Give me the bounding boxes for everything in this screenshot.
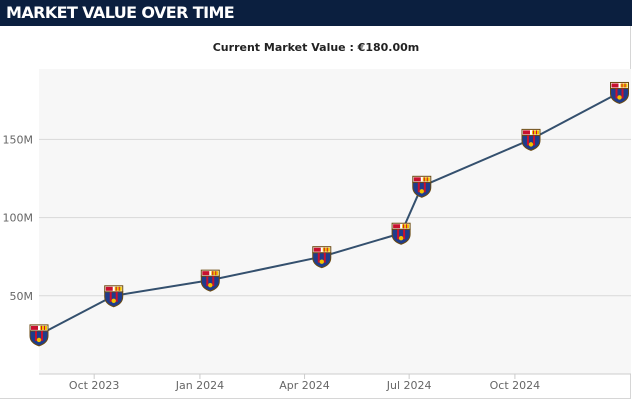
crest-stripe	[212, 276, 215, 287]
crest-ball	[36, 337, 42, 343]
x-tick-label: Jul 2024	[386, 379, 432, 392]
club-crest-icon	[200, 269, 220, 292]
x-tick-label: Jan 2024	[175, 379, 224, 392]
crest-stripe	[44, 325, 45, 330]
crest-flag	[620, 83, 628, 88]
crest-stripe	[323, 247, 325, 252]
crest-ball	[111, 298, 116, 303]
club-crest-icon	[521, 128, 541, 151]
crest-cross	[393, 224, 401, 229]
crest-stripe	[423, 177, 425, 182]
crest-ball	[419, 189, 424, 194]
crest-stripe	[118, 286, 120, 291]
crest-top	[521, 128, 541, 136]
section-header: MARKET VALUE OVER TIME	[0, 0, 632, 26]
crest-stripe	[423, 182, 426, 193]
crest-stripe	[317, 252, 320, 263]
crest-stripe	[406, 224, 408, 229]
crest-top	[610, 81, 630, 89]
crest-cross	[105, 286, 113, 291]
crest-stripe	[326, 247, 328, 252]
crest-stripe	[621, 88, 624, 99]
crest-flag	[40, 325, 47, 330]
crest-ball	[208, 282, 213, 288]
crest-stripe	[621, 83, 623, 88]
crest-stripe	[397, 229, 400, 240]
crest-flag	[114, 286, 122, 291]
crest-stripe	[323, 252, 326, 263]
club-crest-icon	[412, 175, 432, 198]
crest-stripe	[426, 177, 428, 182]
x-tick-label: Oct 2023	[69, 379, 120, 392]
crest-flag	[422, 177, 430, 182]
crest-top	[391, 222, 411, 230]
crest-stripe	[215, 271, 217, 276]
club-crest-icon	[29, 324, 49, 347]
x-tick-label: Apr 2024	[279, 379, 330, 392]
crest-top	[312, 246, 332, 254]
crest-stripe	[624, 83, 626, 88]
crest-ball	[617, 95, 622, 100]
crest-ball	[528, 142, 534, 147]
crest-stripe	[35, 330, 37, 341]
section-title: MARKET VALUE OVER TIME	[6, 3, 235, 22]
crest-cross	[611, 83, 619, 88]
series-line	[38, 91, 620, 336]
crest-ball	[319, 259, 324, 264]
crest-flag	[322, 247, 330, 252]
crest-top	[200, 269, 220, 277]
crest-flag	[211, 271, 219, 276]
crest-stripe	[41, 325, 42, 330]
crest-top	[412, 175, 432, 183]
crest-top	[104, 285, 124, 293]
crest-stripe	[115, 286, 117, 291]
y-tick-label: 50M	[10, 290, 34, 303]
crest-stripe	[41, 330, 43, 341]
crest-stripe	[532, 135, 535, 146]
crest-cross	[313, 247, 321, 252]
crest-stripe	[212, 271, 214, 276]
y-tick-label: 100M	[3, 212, 34, 225]
y-tick-label: 150M	[3, 133, 34, 146]
crest-cross	[522, 130, 530, 135]
crest-stripe	[417, 182, 420, 193]
crest-top	[29, 324, 49, 332]
crest-stripe	[403, 224, 405, 229]
crest-cross	[413, 177, 421, 182]
club-crest-icon	[312, 246, 332, 269]
crest-cross	[202, 271, 210, 276]
crest-stripe	[535, 130, 537, 135]
plot-area	[39, 69, 631, 374]
club-crest-icon	[391, 222, 411, 245]
crest-stripe	[115, 291, 118, 302]
club-crest-icon	[610, 81, 630, 104]
crest-stripe	[615, 88, 618, 99]
crest-stripe	[526, 135, 529, 146]
crest-cross	[31, 325, 38, 330]
x-tick-label: Oct 2024	[490, 379, 541, 392]
crest-stripe	[206, 276, 209, 287]
chart-title: Current Market Value : €180.00m	[212, 41, 420, 54]
crest-ball	[398, 236, 404, 241]
crest-flag	[531, 130, 539, 135]
crest-stripe	[532, 130, 534, 135]
club-crest-icon	[104, 285, 124, 308]
crest-stripe	[403, 229, 406, 240]
crest-stripe	[109, 291, 112, 302]
crest-flag	[402, 224, 410, 229]
